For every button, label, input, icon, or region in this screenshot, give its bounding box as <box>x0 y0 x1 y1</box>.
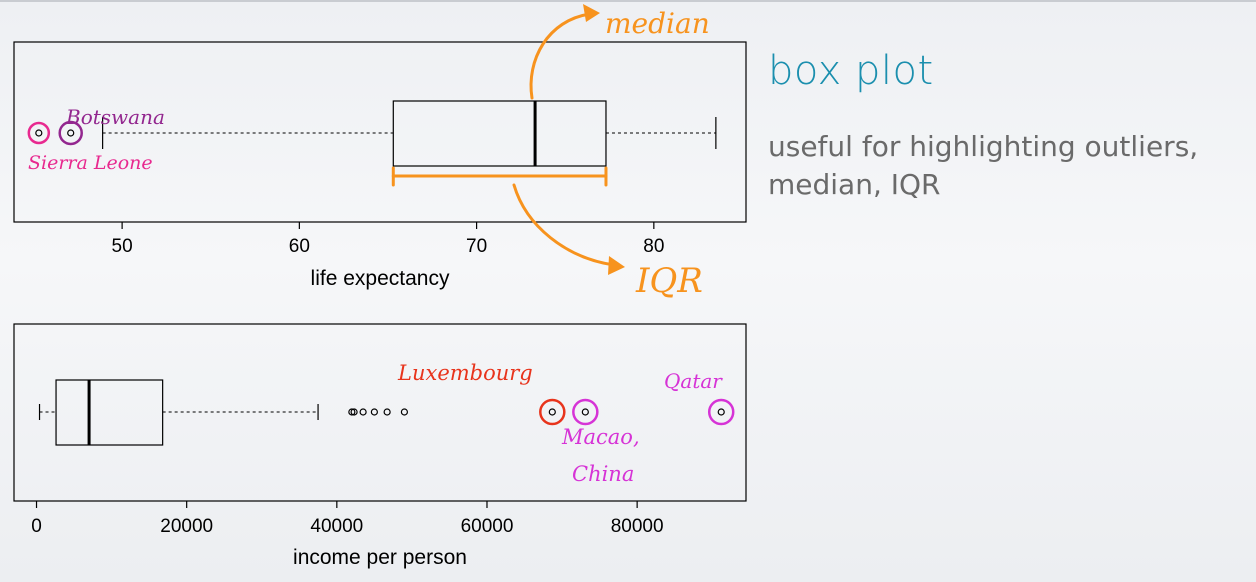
iqr-callout: IQR <box>635 261 703 301</box>
x-axis: 50 60 70 80 <box>112 222 664 257</box>
luxembourg-ring <box>539 398 566 426</box>
sierra-leone-label: Sierra Leone <box>28 152 153 174</box>
x-axis-title: income per person <box>293 546 467 569</box>
x-tick-label-3: 80 <box>643 236 664 257</box>
slide-description: useful for highlighting outliers, median… <box>768 130 1199 201</box>
qatar-label: Qatar <box>664 369 723 393</box>
x-tick-label-3: 60000 <box>461 516 514 537</box>
iqr-arrowhead <box>608 256 625 275</box>
iqr-box <box>392 100 607 167</box>
x-axis: 0 20000 40000 60000 80000 <box>31 501 664 537</box>
outliers <box>348 408 725 416</box>
sierra-leone-ring <box>27 121 51 145</box>
botswana-ring <box>58 120 83 146</box>
x-tick-label-2: 40000 <box>310 516 363 537</box>
iqr-arrow <box>512 183 616 267</box>
top-rule <box>0 0 1256 2</box>
qatar-ring <box>707 398 735 426</box>
slide-title: box plot <box>768 48 934 94</box>
box-plots: 50 60 70 80 life expectancy median IQR Bots… <box>13 4 747 569</box>
outlier-point-5 <box>400 408 408 416</box>
iqr-bracket <box>391 166 608 187</box>
outlier-point-1 <box>67 129 75 137</box>
x-tick-label-2: 70 <box>466 236 487 257</box>
x-tick-label-0: 0 <box>31 516 42 537</box>
x-tick-label-1: 60 <box>289 236 310 257</box>
macao-ring <box>572 398 599 426</box>
luxembourg-label: Luxembourg <box>397 361 533 385</box>
plot-frame <box>13 41 747 223</box>
income-box-plot: 0 20000 40000 60000 80000 income per person … <box>13 323 747 569</box>
outlier-point-4 <box>383 408 391 416</box>
outlier-point-8 <box>717 408 725 416</box>
median-callout: median <box>605 7 710 40</box>
median-arrowhead <box>583 4 600 22</box>
plot-frame <box>13 323 747 502</box>
botswana-label: Botswana <box>65 105 165 129</box>
life-expectancy-box-plot: 50 60 70 80 life expectancy median IQR Bots… <box>13 4 747 301</box>
x-tick-label-0: 50 <box>112 236 133 257</box>
china-label: China <box>572 462 634 486</box>
x-tick-label-4: 80000 <box>611 516 664 537</box>
outlier-point-3 <box>370 408 378 416</box>
outlier-point-7 <box>581 408 589 416</box>
outlier-point-6 <box>548 408 556 416</box>
iqr-box <box>55 379 164 446</box>
outliers <box>35 129 75 137</box>
outlier-point-0 <box>348 408 356 416</box>
x-axis-title: life expectancy <box>311 267 450 290</box>
x-tick-label-1: 20000 <box>160 516 213 537</box>
outlier-point-0 <box>35 129 43 137</box>
macao-label: Macao, <box>561 425 640 449</box>
outlier-point-1 <box>350 408 358 416</box>
outlier-point-2 <box>359 408 367 416</box>
median-arrow <box>529 12 592 100</box>
